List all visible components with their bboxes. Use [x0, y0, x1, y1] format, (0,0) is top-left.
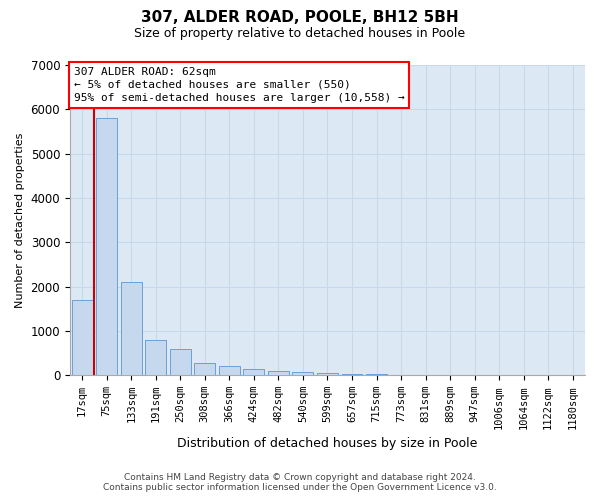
- Bar: [341, 374, 362, 375]
- Y-axis label: Number of detached properties: Number of detached properties: [15, 132, 25, 308]
- Text: Contains HM Land Registry data © Crown copyright and database right 2024.
Contai: Contains HM Land Registry data © Crown c…: [103, 473, 497, 492]
- Bar: [244, 369, 264, 375]
- Bar: [121, 282, 142, 375]
- Bar: [170, 348, 191, 375]
- Bar: [72, 300, 92, 375]
- Bar: [145, 340, 166, 375]
- Bar: [219, 366, 240, 375]
- X-axis label: Distribution of detached houses by size in Poole: Distribution of detached houses by size …: [177, 437, 478, 450]
- Bar: [292, 372, 313, 375]
- Text: 307, ALDER ROAD, POOLE, BH12 5BH: 307, ALDER ROAD, POOLE, BH12 5BH: [141, 10, 459, 25]
- Bar: [268, 371, 289, 375]
- Text: Size of property relative to detached houses in Poole: Size of property relative to detached ho…: [134, 28, 466, 40]
- Bar: [366, 374, 387, 375]
- Bar: [96, 118, 117, 375]
- Bar: [194, 363, 215, 375]
- Text: 307 ALDER ROAD: 62sqm
← 5% of detached houses are smaller (550)
95% of semi-deta: 307 ALDER ROAD: 62sqm ← 5% of detached h…: [74, 67, 404, 103]
- Bar: [317, 373, 338, 375]
